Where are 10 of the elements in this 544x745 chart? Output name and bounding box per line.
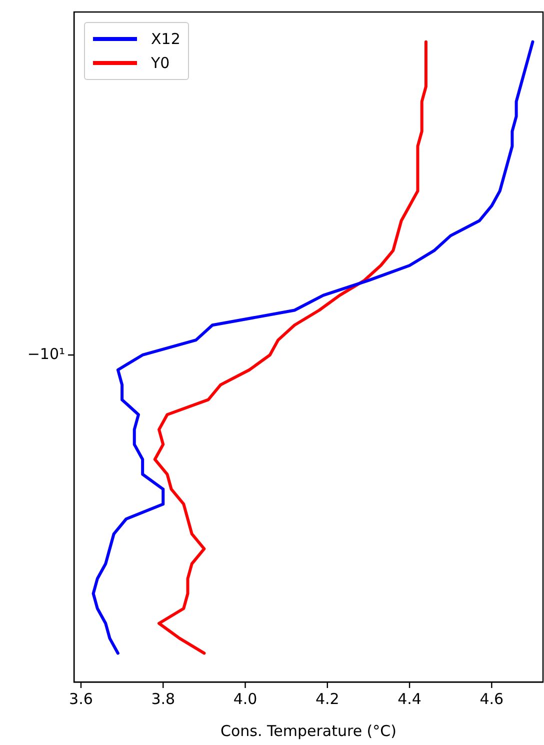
legend-label: X12: [151, 30, 180, 48]
x-tick-label: 4.0: [233, 690, 258, 708]
x-axis-title: Cons. Temperature (°C): [220, 722, 396, 740]
legend-label: Y0: [151, 54, 170, 72]
x-tick-label: 3.8: [151, 690, 176, 708]
x-tick-label: 4.6: [480, 690, 504, 708]
y-tick-label: −10¹: [27, 344, 65, 363]
x-tick-label: 3.6: [69, 690, 93, 708]
x-tick-label: 4.4: [398, 690, 422, 708]
x-tick-label: 4.2: [315, 690, 340, 708]
